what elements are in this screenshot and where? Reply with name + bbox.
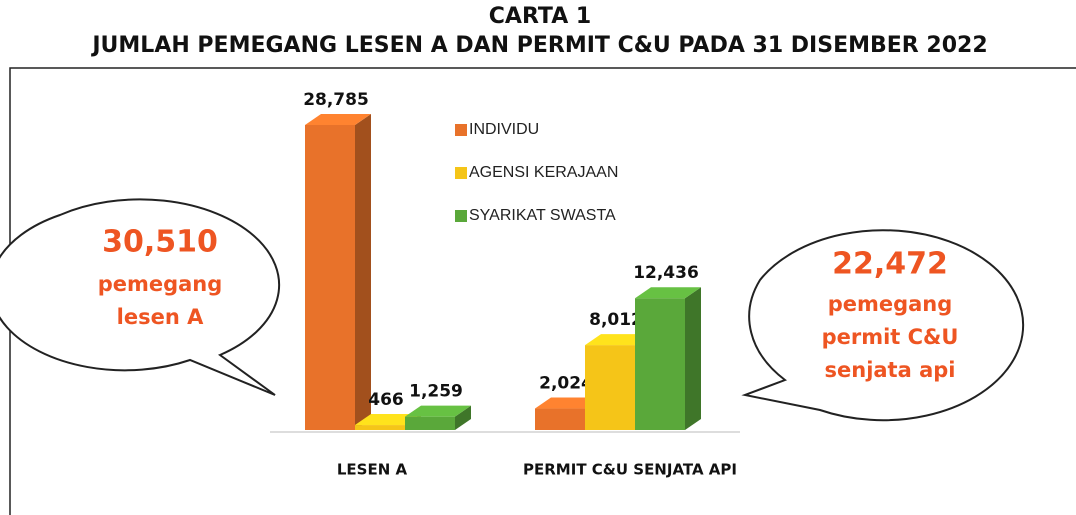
- value-label: 12,436: [633, 263, 699, 283]
- annotation-text: senjata api: [825, 358, 956, 382]
- chart-subtitle: JUMLAH PEMEGANG LESEN A DAN PERMIT C&U P…: [90, 33, 987, 58]
- legend-swatch: [455, 210, 467, 222]
- value-label: 28,785: [303, 90, 369, 110]
- bar-side: [455, 405, 471, 430]
- bar: [305, 125, 355, 430]
- bar: [535, 408, 585, 430]
- annotation-text: pemegang: [828, 292, 953, 316]
- chart-title: CARTA 1: [489, 4, 591, 29]
- bar-top: [635, 287, 701, 299]
- value-label: 466: [368, 390, 404, 410]
- bar: [405, 416, 455, 430]
- legend-label: INDIVIDU: [469, 121, 539, 138]
- legend-swatch: [455, 124, 467, 136]
- annotation-text: pemegang: [98, 272, 223, 296]
- annotation-value: 30,510: [102, 225, 218, 260]
- value-label: 2,024: [539, 374, 593, 394]
- value-label: 1,259: [409, 382, 463, 402]
- x-tick-label: LESEN A: [337, 461, 408, 479]
- x-tick-label: PERMIT C&U SENJATA API: [523, 461, 737, 479]
- bar-top: [355, 414, 421, 426]
- legend-label: AGENSI KERAJAAN: [469, 164, 618, 181]
- legend-swatch: [455, 167, 467, 179]
- annotation-text: lesen A: [117, 305, 204, 329]
- bar: [355, 425, 405, 430]
- bar-top: [585, 334, 651, 346]
- bar-top: [535, 397, 601, 409]
- chart-frame: [9, 67, 1076, 515]
- bar-top: [405, 405, 471, 417]
- bar-top: [305, 114, 371, 125]
- callout-right: [741, 229, 1025, 422]
- annotation-value: 22,472: [832, 247, 948, 282]
- annotation-text: permit C&U: [822, 325, 959, 349]
- callout-left: [0, 198, 281, 396]
- value-label: 8,012: [589, 310, 643, 330]
- bar: [585, 345, 635, 430]
- legend-label: SYARIKAT SWASTA: [469, 207, 616, 224]
- bar: [635, 298, 685, 430]
- bar-side: [685, 287, 701, 430]
- bar-side: [355, 114, 371, 430]
